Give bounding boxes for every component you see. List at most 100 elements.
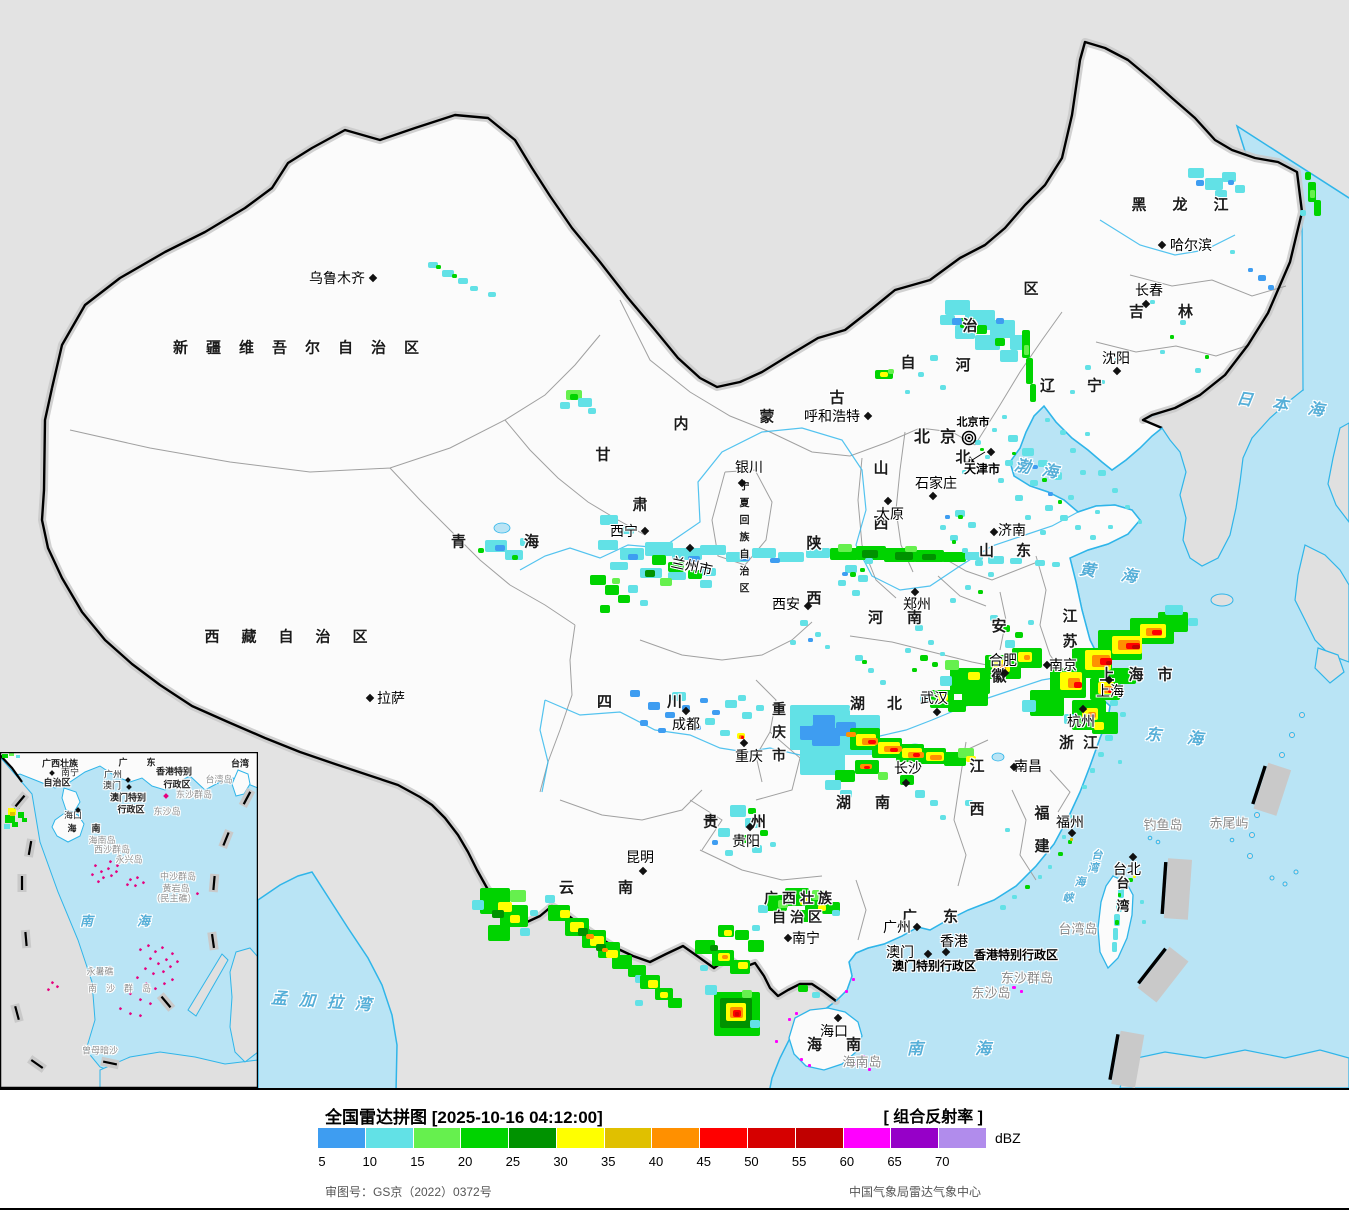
radar-cell (1090, 535, 1096, 540)
radar-cell (645, 570, 655, 577)
radar-cell (865, 558, 873, 564)
island-marker (93, 864, 98, 868)
radar-cell (832, 910, 840, 916)
inset-palawan (187, 953, 229, 1017)
radar-cell (612, 578, 620, 584)
radar-cell (965, 585, 971, 590)
radar-cell (960, 318, 975, 328)
radar-cell (588, 408, 596, 414)
island-marker (138, 1014, 143, 1018)
radar-cell (478, 548, 484, 553)
radar-cell (812, 890, 824, 900)
radar-cell (590, 575, 606, 585)
legend-tick: 45 (696, 1154, 711, 1169)
radar-cell (845, 990, 848, 993)
radar-cell (930, 355, 938, 361)
radar-cell (985, 455, 990, 459)
radar-cell (912, 668, 917, 672)
radar-cell (978, 590, 983, 594)
radar-cell (975, 335, 1000, 350)
radar-cell (1075, 525, 1081, 530)
radar-cell (1042, 478, 1047, 482)
radar-cell (512, 555, 518, 560)
radar-cell (1024, 655, 1030, 660)
radar-cell (1002, 415, 1007, 419)
inset-nine-dash-segment (24, 838, 36, 858)
radar-cell (742, 990, 752, 998)
legend-color-cell (365, 1128, 413, 1148)
radar-cell (905, 648, 911, 653)
radar-cell (1305, 172, 1311, 180)
radar-cell (850, 572, 856, 577)
radar-cell (940, 385, 946, 390)
radar-cell (648, 980, 658, 988)
radar-cell (458, 278, 468, 284)
radar-cell (1015, 495, 1023, 501)
radar-cell (1048, 865, 1052, 869)
radar-cell (606, 950, 618, 958)
legend-tick: 10 (362, 1154, 377, 1169)
radar-cell (756, 705, 764, 711)
radar-cell (860, 568, 865, 572)
radar-cell (618, 595, 630, 603)
radar-cell (1188, 168, 1204, 178)
radar-cell (868, 740, 876, 744)
radar-cell (942, 552, 966, 562)
nine-dash-layer (1108, 762, 1292, 1088)
radar-cell (1012, 895, 1017, 899)
island-marker (135, 975, 140, 980)
radar-cell (700, 580, 712, 588)
island-marker (143, 967, 148, 971)
radar-cell (1113, 928, 1118, 940)
radar-cell (652, 555, 666, 565)
island-marker (99, 870, 104, 874)
inset-radar-cell (18, 812, 24, 818)
sea-bengal (257, 871, 398, 1088)
radar-cell (1152, 630, 1162, 635)
radar-cell (1132, 645, 1140, 649)
radar-cell (1070, 838, 1073, 841)
radar-cell (845, 565, 857, 573)
radar-cell (1058, 500, 1062, 504)
inset-nine-dash-segment (27, 1055, 47, 1073)
radar-cell (1115, 358, 1119, 362)
radar-cell (648, 702, 660, 710)
radar-cell (1060, 430, 1066, 435)
capital-symbol (961, 430, 977, 446)
radar-cell (712, 840, 718, 845)
nine-dash-segment (1108, 1030, 1145, 1088)
island-marker (133, 884, 138, 888)
china-radar-map: 黑龙江 吉林 辽宁内蒙古自治区新疆维吾尔自治区 西藏自治区 青海甘肃宁夏回族自治区 陕西山… (0, 0, 1349, 1090)
radar-cell (1060, 515, 1068, 521)
radar-cell (1008, 435, 1018, 442)
island-marker (151, 972, 156, 976)
radar-cell (725, 850, 733, 856)
radar-cell (1150, 300, 1155, 304)
legend-tick: 20 (457, 1154, 473, 1169)
radar-cell (862, 550, 878, 558)
radar-cell (1133, 875, 1136, 878)
radar-cell (1062, 835, 1066, 839)
inset-radar-cell (22, 818, 27, 822)
inset-nine-dash (10, 787, 256, 1073)
radar-cell (598, 540, 618, 550)
radar-cell (795, 712, 813, 726)
radar-cell (852, 590, 860, 596)
radar-cell (940, 652, 945, 656)
island-marker (135, 876, 140, 880)
island-marker (109, 874, 114, 878)
radar-cell (988, 556, 1004, 564)
radar-cell (868, 1068, 871, 1071)
radar-cell (975, 325, 987, 334)
radar-cell (612, 955, 632, 969)
radar-cell (1108, 525, 1113, 529)
radar-cell (962, 548, 968, 553)
radar-cell (618, 525, 634, 534)
radar-cell (1310, 190, 1315, 198)
radar-cell (840, 790, 852, 798)
radar-cell (570, 394, 578, 400)
radar-cell (1098, 752, 1104, 757)
radar-cell (890, 748, 898, 752)
japan-honshu (1327, 422, 1349, 523)
radar-cell (1012, 452, 1016, 455)
